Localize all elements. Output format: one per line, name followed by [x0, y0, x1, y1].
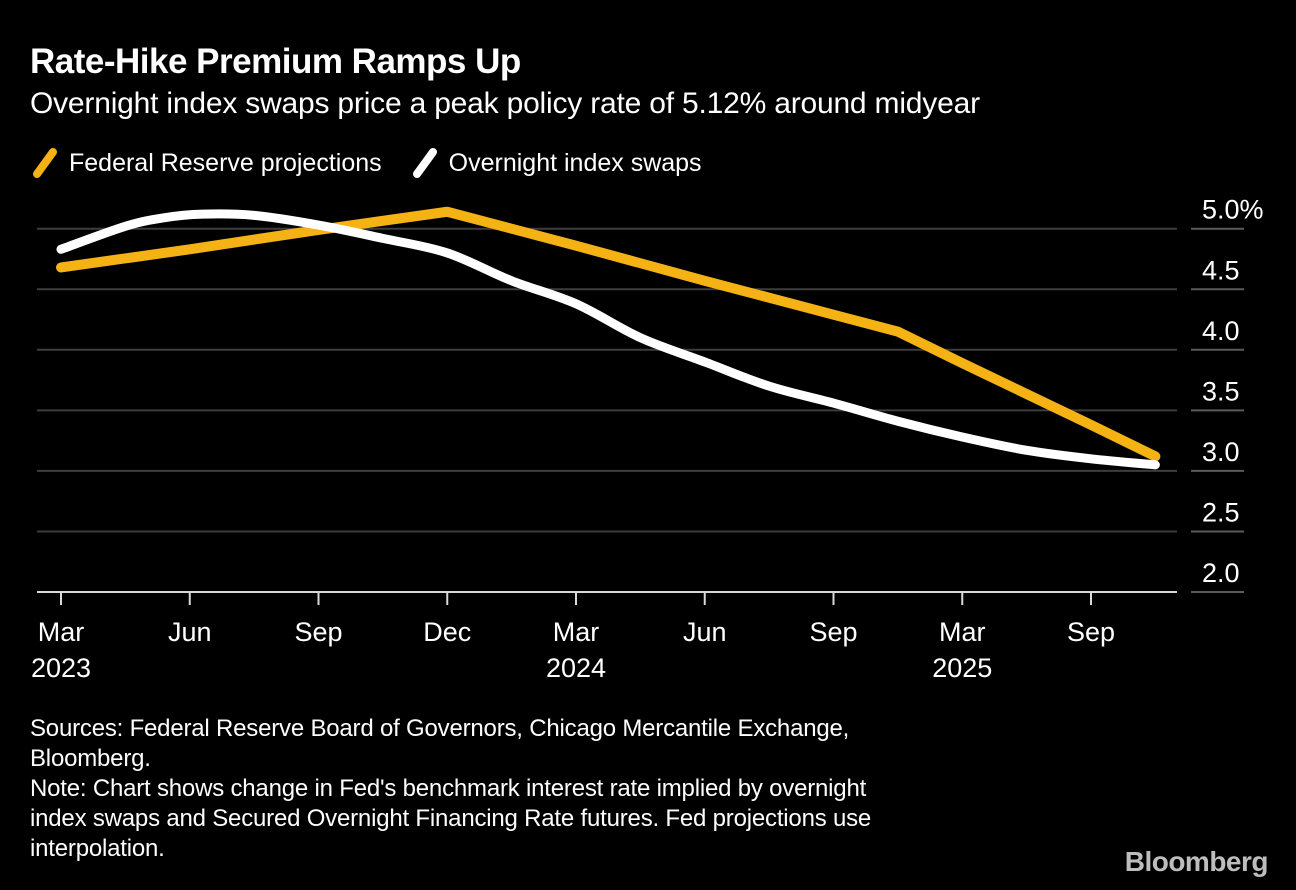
- x-axis-year-label: 2023: [31, 653, 91, 683]
- x-axis-year-label: 2025: [932, 653, 992, 683]
- legend-label: Federal Reserve projections: [69, 148, 382, 177]
- legend-label: Overnight index swaps: [448, 148, 702, 177]
- bloomberg-logo: Bloomberg: [1124, 846, 1269, 877]
- x-axis-month-label: Jun: [168, 617, 212, 647]
- legend: Federal Reserve projections Overnight ind…: [30, 147, 702, 179]
- legend-item: Federal Reserve projections: [30, 147, 382, 179]
- y-axis-label: 3.5: [1202, 376, 1240, 406]
- x-axis-year-label: 2024: [546, 653, 606, 683]
- y-axis-label: 2.0: [1202, 558, 1240, 588]
- series-line-overnight-index-swaps: [56, 209, 1160, 470]
- x-axis-month-label: Sep: [809, 617, 857, 647]
- footer-line: Bloomberg.: [30, 745, 151, 772]
- y-axis-label: 2.5: [1202, 497, 1240, 527]
- x-axis-month-label: Jun: [683, 617, 727, 647]
- legend-line-swatch-icon: [33, 148, 57, 178]
- footer-line: interpolation.: [30, 835, 165, 862]
- y-axis-label: 5.0%: [1202, 195, 1264, 225]
- x-axis-month-label: Mar: [38, 617, 85, 647]
- y-axis-label: 3.0: [1202, 437, 1240, 467]
- x-axis-month-label: Mar: [553, 617, 600, 647]
- x-axis-month-label: Sep: [294, 617, 342, 647]
- footer-line: Sources: Federal Reserve Board of Govern…: [30, 715, 850, 742]
- series-line-federal-reserve-projections: [56, 206, 1161, 462]
- legend-swatch-stroke: [412, 148, 437, 178]
- x-axis-month-label: Mar: [939, 617, 986, 647]
- y-axis-label: 4.0: [1202, 316, 1240, 346]
- chart-subtitle: Overnight index swaps price a peak polic…: [30, 87, 980, 120]
- x-axis-month-label: Sep: [1067, 617, 1115, 647]
- x-axis-month-label: Dec: [423, 617, 471, 647]
- page-title: Rate-Hike Premium Ramps Up: [30, 42, 521, 81]
- legend-item: Overnight index swaps: [410, 147, 702, 179]
- y-axis-label: 4.5: [1202, 255, 1240, 285]
- legend-swatch-stroke: [33, 148, 57, 178]
- source-note: Sources: Federal Reserve Board of Govern…: [30, 714, 871, 864]
- footer-line: Note: Chart shows change in Fed's benchm…: [30, 775, 867, 802]
- legend-line-swatch-icon: [412, 148, 437, 178]
- footer-line: index swaps and Secured Overnight Financ…: [30, 805, 872, 832]
